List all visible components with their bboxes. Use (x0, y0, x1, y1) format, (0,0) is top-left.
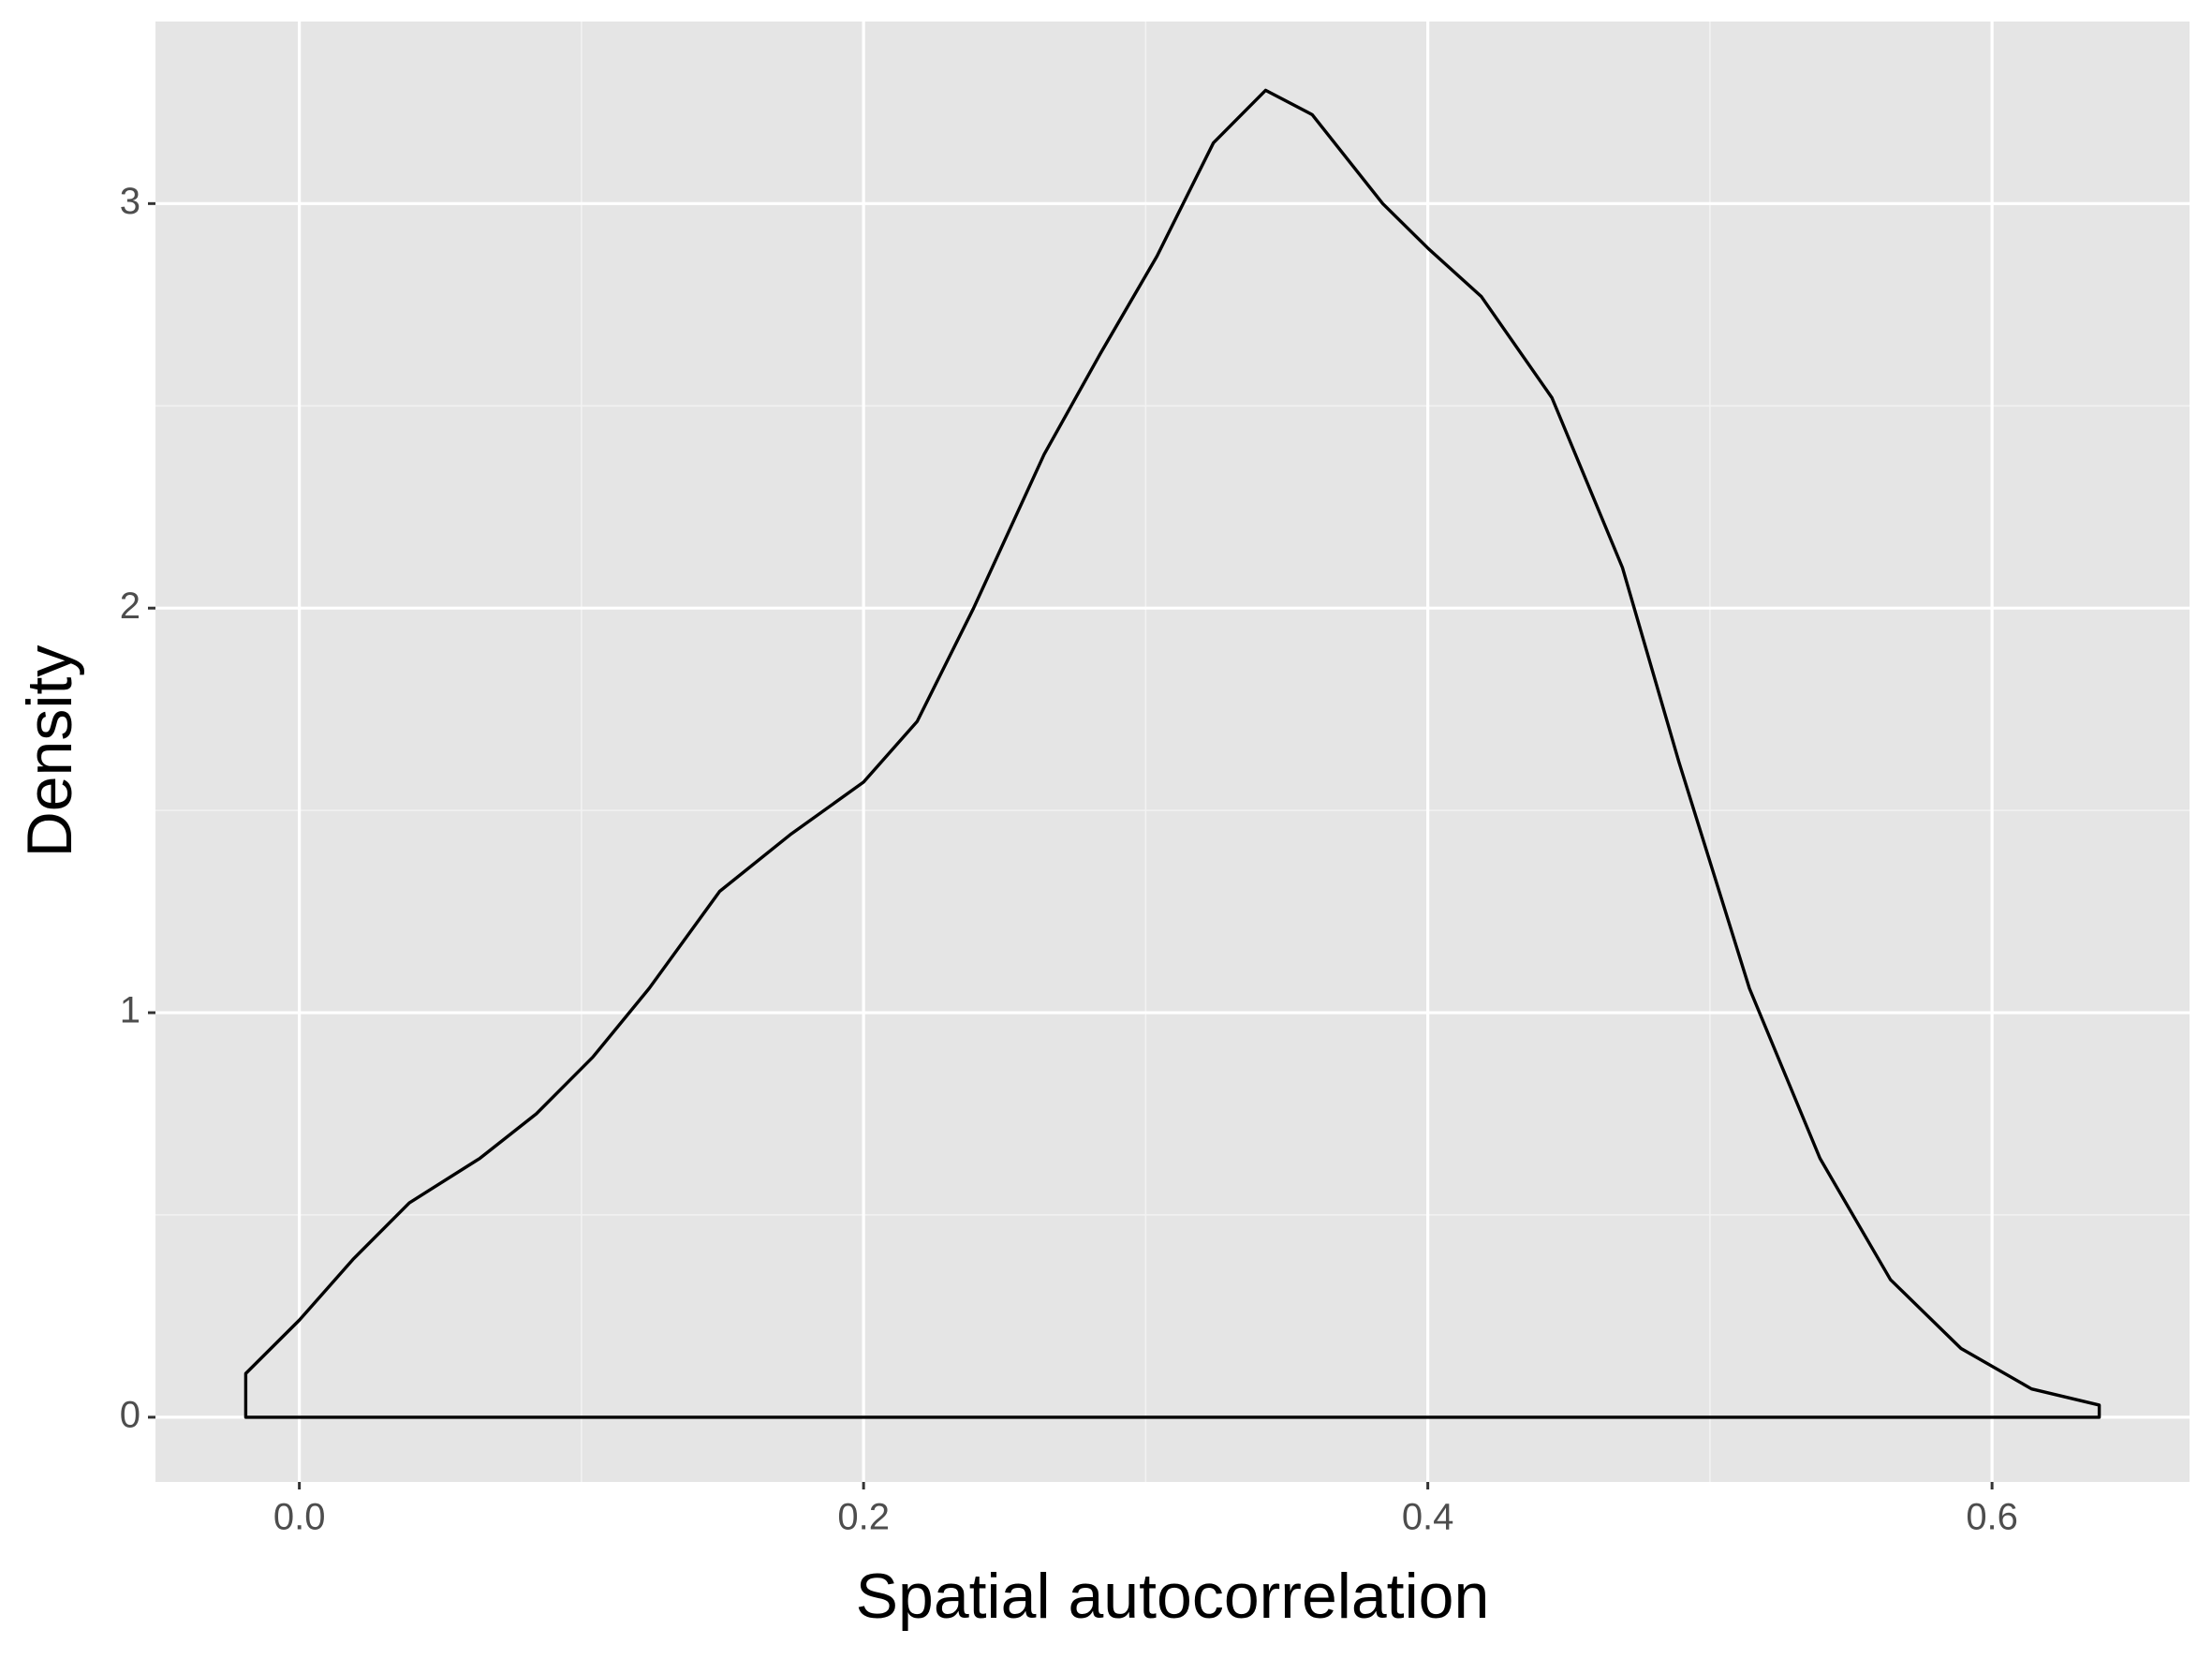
y-tick-label: 3 (120, 181, 140, 222)
density-curve (243, 88, 2101, 1419)
x-axis-title: Spatial autocorrelation (856, 1561, 1490, 1632)
y-tick-label: 2 (120, 585, 140, 627)
x-tick-label: 0.6 (1966, 1497, 2018, 1538)
x-tick-label: 0.0 (273, 1497, 326, 1538)
y-tick-label: 0 (120, 1394, 140, 1435)
x-tick-label: 0.2 (837, 1497, 890, 1538)
panel (155, 22, 2190, 1482)
y-axis-title: Density (14, 645, 85, 858)
y-tick-label: 1 (120, 990, 140, 1031)
x-tick-label: 0.4 (1402, 1497, 1454, 1538)
